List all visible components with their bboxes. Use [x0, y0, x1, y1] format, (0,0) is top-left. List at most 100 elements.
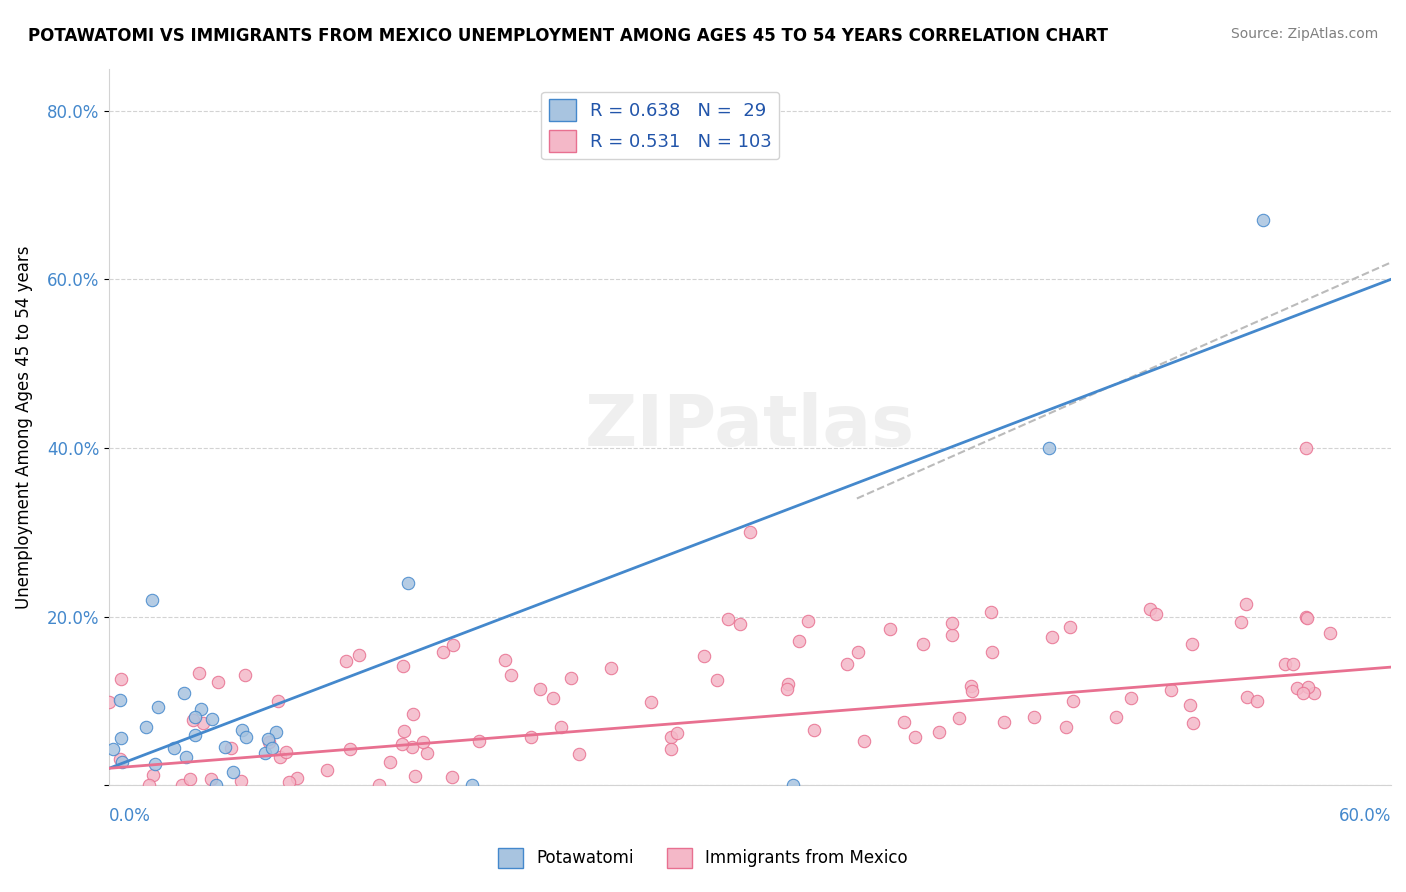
Point	[1291, 686, 1313, 700]
Point	[852, 734, 875, 748]
Point	[402, 707, 425, 722]
Point	[339, 742, 361, 756]
Point	[846, 645, 869, 659]
Point	[980, 645, 1002, 659]
Point	[231, 774, 253, 789]
Point	[404, 769, 426, 783]
Point	[529, 681, 551, 696]
Point	[1054, 720, 1077, 734]
Point	[468, 734, 491, 748]
Point	[432, 645, 454, 659]
Point	[1295, 441, 1317, 455]
Point	[1234, 597, 1257, 611]
Point	[1144, 607, 1167, 621]
Point	[207, 675, 229, 690]
Point	[1282, 657, 1305, 671]
Point	[170, 778, 193, 792]
Point	[941, 628, 963, 642]
Point	[221, 740, 243, 755]
Point	[257, 732, 280, 747]
Point	[392, 723, 415, 738]
Point	[191, 715, 214, 730]
Point	[188, 665, 211, 680]
Point	[108, 752, 131, 766]
Point	[415, 746, 437, 760]
Point	[461, 778, 484, 792]
Point	[138, 778, 160, 792]
Point	[1274, 657, 1296, 671]
Point	[560, 671, 582, 685]
Point	[980, 605, 1002, 619]
Point	[1105, 710, 1128, 724]
Point	[879, 622, 901, 636]
Text: POTAWATOMI VS IMMIGRANTS FROM MEXICO UNEMPLOYMENT AMONG AGES 45 TO 54 YEARS CORR: POTAWATOMI VS IMMIGRANTS FROM MEXICO UNE…	[28, 27, 1108, 45]
Point	[738, 525, 761, 540]
Point	[347, 648, 370, 663]
Text: 0.0%: 0.0%	[110, 807, 150, 825]
Point	[1236, 690, 1258, 705]
Point	[640, 695, 662, 709]
Point	[264, 725, 287, 739]
Point	[277, 775, 299, 789]
Point	[835, 657, 858, 672]
Point	[231, 723, 253, 737]
Point	[948, 710, 970, 724]
Point	[1286, 681, 1309, 695]
Point	[441, 638, 464, 652]
Point	[335, 654, 357, 668]
Point	[941, 615, 963, 630]
Point	[401, 739, 423, 754]
Point	[257, 734, 280, 748]
Point	[235, 730, 257, 744]
Point	[1295, 610, 1317, 624]
Point	[659, 730, 682, 744]
Point	[568, 747, 591, 761]
Point	[1296, 680, 1319, 694]
Point	[928, 724, 950, 739]
Point	[1024, 709, 1046, 723]
Point	[1319, 626, 1341, 640]
Point	[184, 710, 207, 724]
Point	[141, 592, 163, 607]
Point	[110, 693, 132, 707]
Point	[550, 720, 572, 734]
Point	[143, 757, 166, 772]
Point	[222, 764, 245, 779]
Point	[253, 747, 276, 761]
Point	[111, 755, 134, 769]
Point	[201, 712, 224, 726]
Point	[1295, 611, 1317, 625]
Point	[378, 756, 401, 770]
Point	[315, 763, 337, 777]
Point	[541, 690, 564, 705]
Point	[181, 714, 204, 728]
Point	[276, 745, 298, 759]
Text: Source: ZipAtlas.com: Source: ZipAtlas.com	[1230, 27, 1378, 41]
Point	[993, 714, 1015, 729]
Point	[110, 672, 132, 686]
Text: ZIPatlas: ZIPatlas	[585, 392, 915, 461]
Point	[190, 702, 212, 716]
Point	[1139, 602, 1161, 616]
Point	[163, 741, 186, 756]
Point	[441, 770, 464, 784]
Point	[911, 637, 934, 651]
Point	[706, 673, 728, 687]
Point	[1246, 694, 1268, 708]
Point	[778, 677, 800, 691]
Point	[412, 735, 434, 749]
Point	[962, 683, 984, 698]
Point	[904, 730, 927, 744]
Point	[285, 771, 308, 785]
Point	[803, 723, 825, 738]
Point	[98, 695, 121, 709]
Point	[205, 778, 228, 792]
Point	[135, 720, 157, 734]
Point	[392, 659, 415, 673]
Point	[893, 714, 915, 729]
Point	[103, 742, 125, 756]
Point	[173, 686, 195, 700]
Point	[110, 731, 132, 745]
Point	[797, 614, 820, 628]
Point	[1229, 615, 1251, 629]
